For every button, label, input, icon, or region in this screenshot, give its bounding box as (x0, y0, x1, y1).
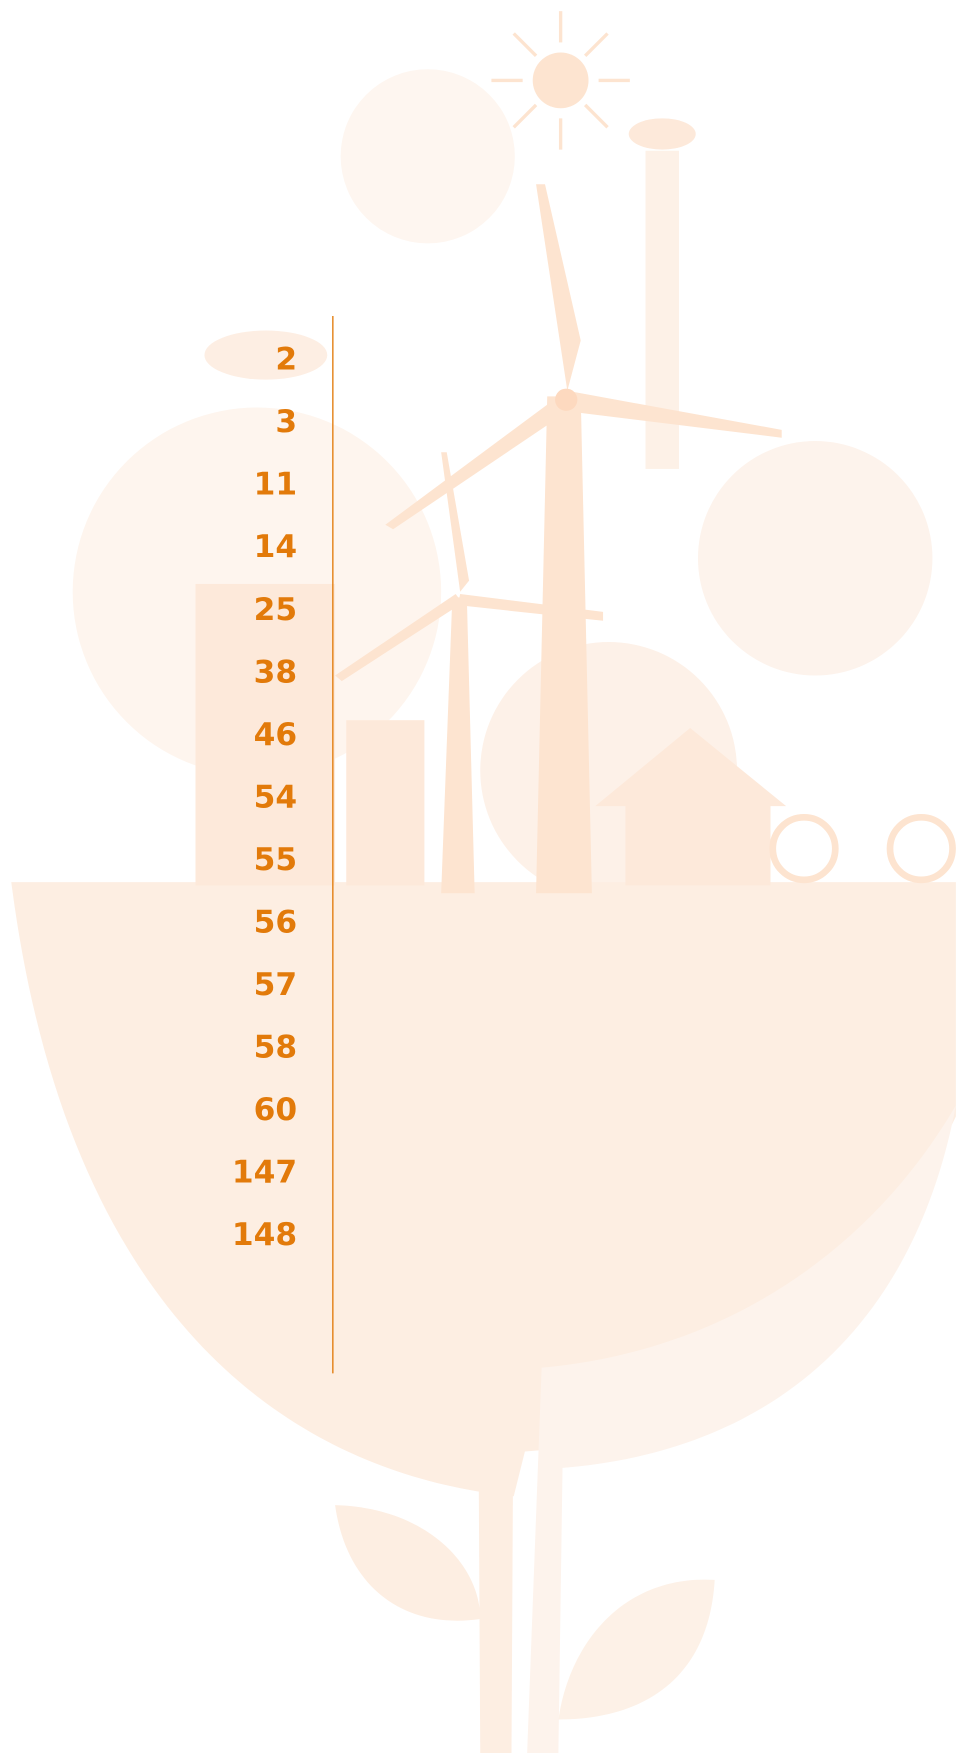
page-number: 58 (254, 1029, 298, 1065)
page-number: 3 (275, 404, 297, 440)
page-number: 2 (275, 342, 297, 378)
page-number: 60 (254, 1092, 298, 1128)
page-number: 38 (254, 654, 298, 690)
page-number: 11 (254, 467, 298, 503)
contents-page: 2 3 11 14 25 38 46 54 55 56 57 58 60 147 148 (0, 0, 956, 1753)
background-illustration (11, 11, 956, 1753)
page: 231114253846545556575860147148 (() => { … (0, 0, 956, 1753)
page-number: 148 (232, 1217, 297, 1253)
page-number: 25 (254, 592, 298, 628)
page-number: 56 (254, 904, 298, 940)
page-number: 46 (254, 717, 298, 753)
page-number: 55 (254, 842, 298, 878)
page-number: 14 (254, 529, 298, 565)
page-number: 54 (254, 779, 298, 815)
page-number: 57 (254, 967, 298, 1003)
page-number: 147 (232, 1155, 297, 1191)
